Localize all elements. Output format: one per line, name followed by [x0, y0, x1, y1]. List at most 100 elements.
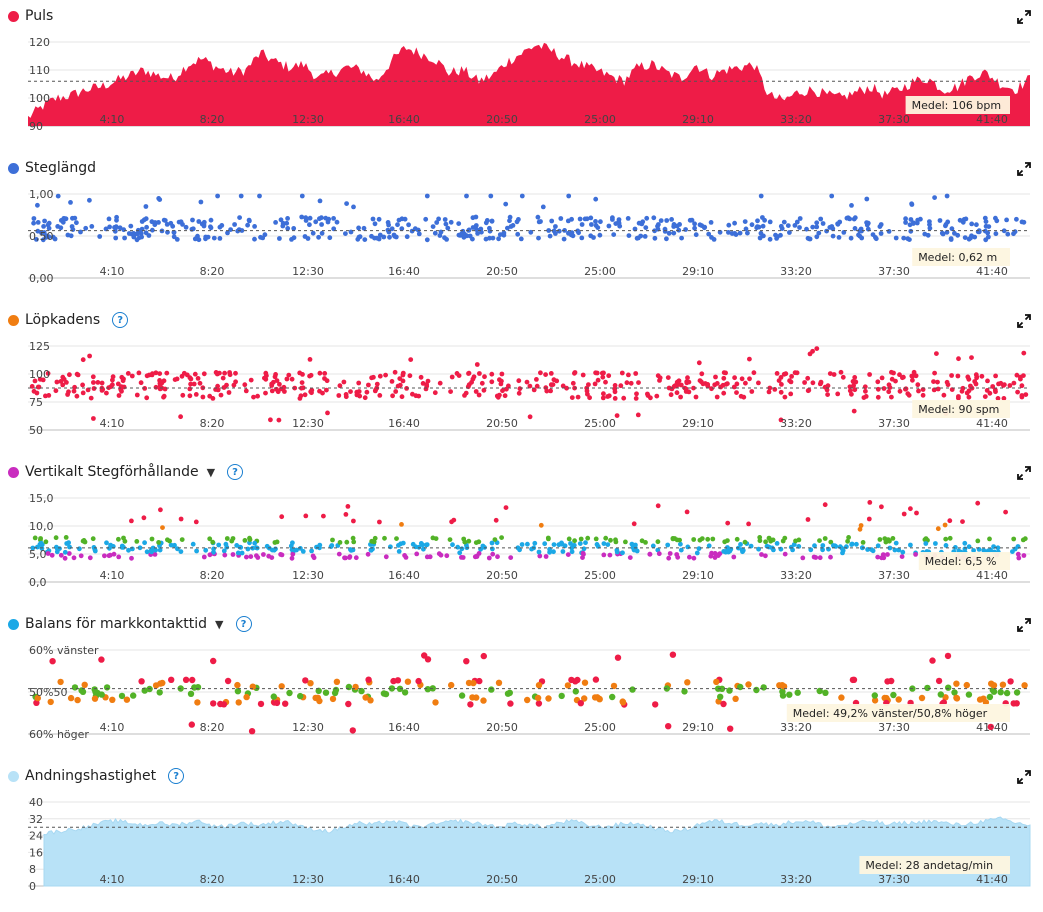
data-point — [886, 229, 892, 234]
data-point — [235, 550, 241, 556]
data-point — [534, 694, 542, 702]
data-point — [981, 548, 987, 553]
data-point — [942, 522, 948, 528]
data-point — [548, 371, 554, 376]
data-point — [808, 547, 814, 553]
data-point — [818, 216, 824, 222]
data-point — [579, 222, 585, 227]
data-point — [290, 540, 295, 546]
data-point — [337, 383, 343, 389]
expand-icon[interactable] — [1017, 162, 1031, 176]
data-point — [603, 535, 609, 541]
data-point — [655, 503, 661, 509]
data-point — [255, 555, 261, 560]
data-point — [678, 541, 683, 547]
data-point — [974, 222, 979, 228]
dropdown-caret-icon[interactable]: ▼ — [206, 465, 216, 479]
expand-icon[interactable] — [1017, 466, 1031, 480]
data-point — [343, 512, 349, 517]
data-point — [937, 691, 944, 698]
x-tick-label: 4:10 — [100, 721, 125, 734]
data-point — [104, 540, 109, 546]
chart-title[interactable]: Vertikalt Stegförhållande — [25, 464, 199, 480]
data-point — [168, 220, 174, 226]
expand-icon[interactable] — [1017, 10, 1031, 24]
data-point — [854, 541, 859, 547]
data-point — [864, 220, 869, 225]
data-point — [524, 379, 530, 385]
data-point — [182, 676, 190, 683]
data-point — [909, 201, 914, 207]
data-point — [796, 537, 802, 543]
data-point — [321, 513, 326, 519]
data-point — [525, 541, 530, 547]
data-point — [487, 235, 492, 241]
expand-icon[interactable] — [1017, 314, 1031, 328]
data-point — [665, 723, 672, 730]
data-point — [738, 393, 744, 399]
data-point — [875, 394, 881, 400]
data-point — [234, 688, 242, 695]
data-point — [490, 235, 496, 241]
data-point — [444, 553, 450, 559]
data-point — [188, 376, 194, 382]
data-point — [64, 380, 69, 385]
legend-dot-icon — [8, 618, 19, 630]
data-point — [914, 510, 919, 516]
data-point — [778, 232, 783, 238]
data-point — [181, 370, 187, 376]
data-point — [901, 235, 907, 241]
expand-icon[interactable] — [1017, 770, 1031, 784]
data-point — [81, 681, 88, 688]
data-point — [1003, 509, 1008, 515]
data-point — [1007, 383, 1013, 388]
data-point — [365, 676, 372, 683]
data-point — [651, 215, 657, 221]
data-point — [1019, 383, 1025, 389]
data-point — [424, 193, 430, 199]
data-point — [788, 379, 794, 385]
data-point — [947, 518, 953, 524]
dropdown-caret-icon[interactable]: ▼ — [215, 617, 224, 631]
data-point — [935, 677, 943, 685]
chart-title[interactable]: Balans för markkontakttid — [25, 616, 208, 632]
data-point — [445, 225, 451, 231]
data-point — [307, 373, 312, 379]
average-label-box — [918, 552, 1010, 570]
data-point — [260, 235, 266, 241]
data-point — [224, 536, 230, 541]
data-point — [577, 700, 584, 707]
data-point — [351, 518, 356, 524]
data-point — [836, 235, 842, 240]
data-point — [497, 232, 503, 237]
help-icon[interactable]: ? — [227, 464, 244, 480]
data-point — [255, 393, 260, 399]
data-point — [931, 387, 937, 393]
x-tick-label: 16:40 — [388, 569, 420, 582]
data-point — [709, 386, 714, 392]
help-icon[interactable]: ? — [235, 616, 252, 632]
data-point — [831, 372, 837, 377]
data-point — [119, 543, 125, 549]
help-icon[interactable]: ? — [112, 312, 129, 328]
data-point — [666, 555, 672, 561]
data-point — [242, 538, 248, 543]
help-icon[interactable]: ? — [168, 768, 185, 784]
data-point — [374, 235, 380, 241]
data-point — [841, 230, 847, 235]
data-point — [655, 547, 661, 553]
average-label: Medel: 90 spm — [918, 403, 999, 416]
data-point — [737, 230, 743, 236]
data-point — [67, 694, 75, 702]
x-tick-label: 37:30 — [878, 721, 910, 734]
data-point — [350, 535, 356, 541]
expand-icon[interactable] — [1017, 618, 1031, 632]
data-point — [942, 694, 949, 701]
data-point — [997, 689, 1004, 696]
data-point — [424, 554, 430, 560]
data-point — [146, 233, 152, 238]
data-point — [633, 371, 639, 376]
data-point — [667, 551, 673, 556]
data-point — [39, 546, 45, 551]
data-point — [890, 691, 897, 699]
